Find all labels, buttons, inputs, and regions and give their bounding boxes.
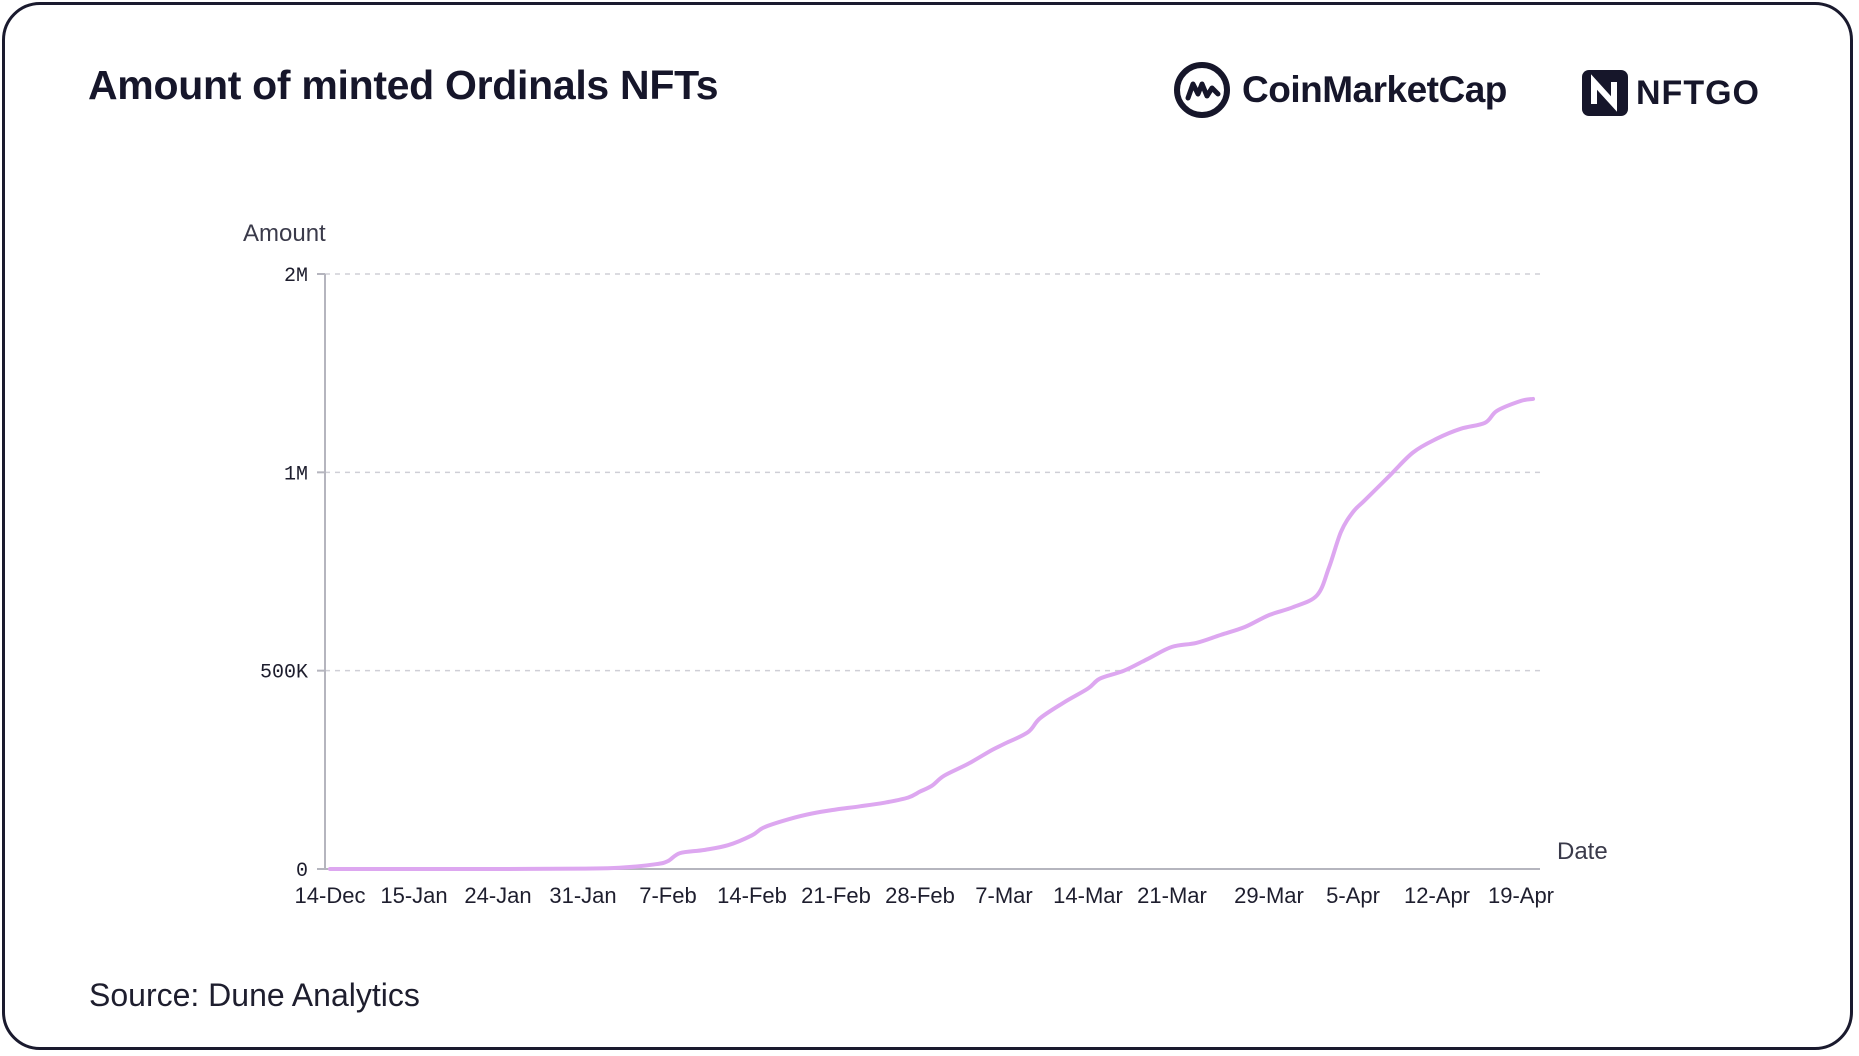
series-line [328,396,1535,872]
x-tick-label: 15-Jan [380,883,447,908]
nftgo-brand: NFTGO [1582,70,1760,116]
y-axis-title: Amount [243,220,326,247]
chart-title: Amount of minted Ordinals NFTs [88,62,719,108]
y-tick-label: 1M [284,463,308,486]
x-tick-label: 19-Apr [1488,883,1554,908]
x-tick-label: 28-Feb [885,883,955,908]
source-note: Source: Dune Analytics [89,977,420,1013]
y-tick-label: 0 [296,860,308,883]
x-tick-label: 24-Jan [464,883,531,908]
x-axis-title: Date [1557,838,1608,865]
x-tick-label: 7-Mar [975,883,1032,908]
x-tick-label: 14-Feb [717,883,787,908]
nftgo-wordmark: NFTGO [1636,73,1760,112]
y-tick-labels: 0 500K 1M 2M [260,265,325,883]
coinmarketcap-brand: CoinMarketCap [1174,62,1507,118]
coinmarketcap-logo-icon [1174,62,1230,118]
x-tick-labels: 14-Dec 15-Jan 24-Jan 31-Jan 7-Feb 14-Feb 21-Fe… [295,883,1554,908]
x-tick-label: 21-Mar [1137,883,1207,908]
grid-layer [325,273,1540,672]
x-tick-label: 29-Mar [1234,883,1304,908]
x-tick-label: 12-Apr [1404,883,1470,908]
nftgo-logo-icon [1582,70,1628,116]
y-tick-label: 500K [260,662,308,685]
x-tick-label: 21-Feb [801,883,871,908]
y-tick-label: 2M [284,265,308,288]
x-tick-label: 14-Dec [295,883,366,908]
series-points [329,398,1534,870]
x-tick-label: 31-Jan [549,883,616,908]
x-tick-label: 7-Feb [639,883,696,908]
x-tick-label: 14-Mar [1053,883,1123,908]
x-tick-label: 5-Apr [1326,883,1380,908]
coinmarketcap-wordmark: CoinMarketCap [1242,69,1507,110]
